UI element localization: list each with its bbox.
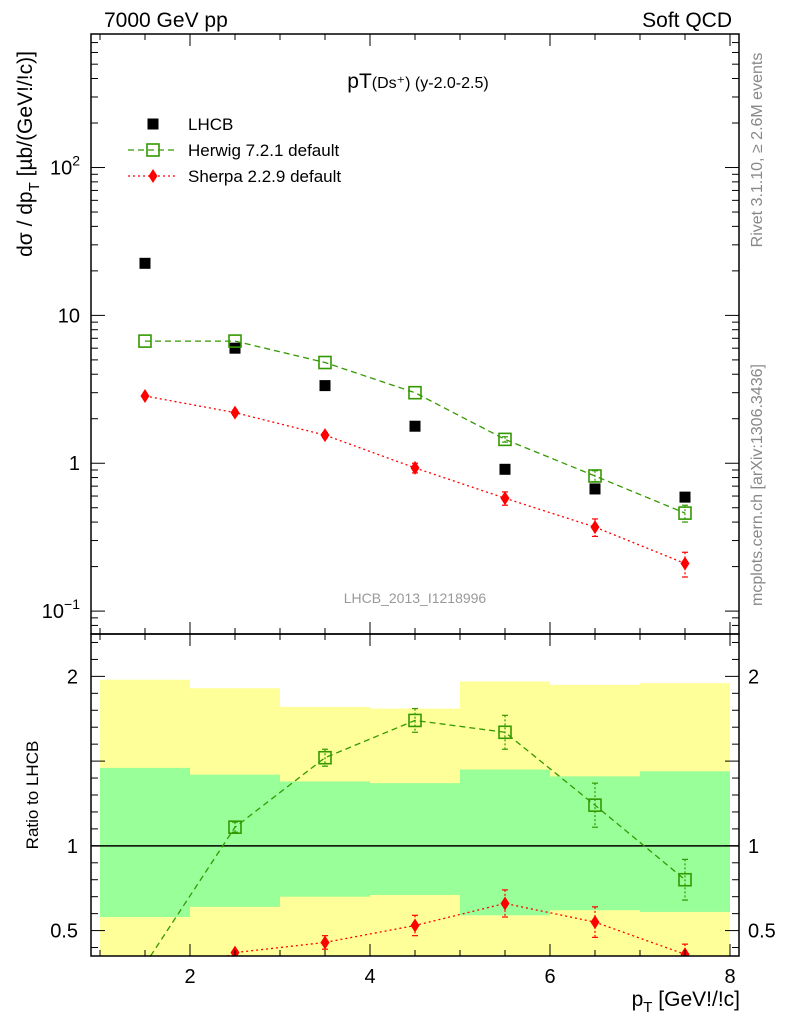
y-tick-label: 10	[58, 305, 80, 327]
main-lhcb-point	[229, 342, 241, 354]
main-herwig-7-2-1-default-point	[678, 506, 692, 520]
main-lhcb-point	[589, 483, 601, 495]
ratio-herwig-7-2-1-default-point	[318, 750, 332, 765]
header-right: Soft QCD	[642, 9, 732, 32]
main-sherpa-2-2-9-default-point	[680, 556, 690, 571]
main-lhcb-point	[319, 380, 331, 392]
ratio-herwig-7-2-1-default-point	[588, 798, 602, 812]
x-tick-label: 6	[544, 966, 555, 988]
main-lhcb-point	[139, 257, 151, 269]
ratio-sherpa-2-2-9-default-point	[141, 986, 150, 1000]
svg-text:mcplots.cern.ch [arXiv:1306.34: mcplots.cern.ch [arXiv:1306.3436]	[749, 364, 766, 606]
x-tick-label: 2	[184, 966, 195, 988]
main-herwig-7-2-1-default-point	[228, 334, 242, 348]
main-plot-area	[138, 257, 692, 578]
stat-uncertainty-band	[280, 781, 370, 897]
x-axis-label: pT [GeV!/!c]	[632, 988, 740, 1016]
y-tick-label-right: 0.5	[748, 921, 776, 943]
main-herwig-7-2-1-default-point	[498, 432, 512, 447]
legend-herwig-7-2-1-default-label: Herwig 7.2.1 default	[188, 141, 339, 160]
main-sherpa-2-2-9-default-point	[590, 520, 600, 535]
stat-uncertainty-band	[100, 767, 190, 918]
y-tick-label: 0.5	[50, 921, 78, 943]
main-herwig-7-2-1-default-point	[588, 469, 602, 483]
main-sherpa-2-2-9-default-point	[140, 388, 150, 403]
y-tick-label: 2	[67, 666, 78, 688]
x-tick-label: 4	[364, 966, 375, 988]
header-left: 7000 GeV pp	[104, 9, 228, 32]
main-sherpa-2-2-9-default-point	[320, 428, 330, 443]
main-axes: 10−1 1 10 102	[42, 33, 739, 635]
svg-text:dσ / dpT [µb/(GeV!/!c)]: dσ / dpT [µb/(GeV!/!c)]	[14, 51, 43, 257]
ratio-axes: 2 4 6 8 0.5 0.5 1 1 2 2	[50, 634, 776, 988]
analysis-watermark: LHCB_2013_I1218996	[344, 590, 487, 606]
stat-uncertainty-band	[370, 783, 460, 895]
legend: LHCB Herwig 7.2.1 default Sherpa 2.2.9 def…	[128, 115, 341, 186]
legend-sherpa-2-2-9-default-label: Sherpa 2.2.9 default	[188, 167, 341, 186]
main-herwig-7-2-1-default-point	[408, 385, 422, 400]
stat-uncertainty-band	[190, 774, 280, 907]
svg-text:Ratio to LHCB: Ratio to LHCB	[23, 741, 42, 850]
ratio-herwig-7-2-1-default-point	[228, 820, 242, 835]
plot-title: pT(Ds⁺) (y-2.0-2.5)	[347, 70, 488, 93]
ratio-herwig-7-2-1-default-point	[139, 958, 151, 970]
ratio-plot-area	[91, 679, 739, 1000]
rivet-label: Rivet 3.1.10, ≥ 2.6M events	[749, 53, 766, 248]
mcplots-label: mcplots.cern.ch [arXiv:1306.3436]	[749, 364, 766, 606]
ratio-herwig-7-2-1-default-point	[678, 872, 692, 887]
ratio-herwig-7-2-1-default-point	[408, 713, 422, 728]
legend-lhcb-label: LHCB	[188, 115, 233, 134]
main-lhcb-point	[499, 463, 511, 475]
ratio-herwig-7-2-1-default-point	[498, 725, 512, 740]
y-tick-label: 1	[67, 836, 78, 858]
x-tick-label: 8	[724, 966, 735, 988]
ratio-sherpa-2-2-9-default-point	[410, 918, 420, 933]
main-sherpa-2-2-9-default-point	[500, 491, 510, 506]
legend-herwig-7-2-1-default-marker	[146, 143, 160, 157]
y-tick-label-right: 2	[748, 666, 759, 688]
legend-sherpa-2-2-9-default-marker	[148, 169, 158, 183]
main-herwig-7-2-1-default-point	[318, 355, 332, 370]
ratio-y-axis-label: Ratio to LHCB	[23, 741, 42, 850]
y-tick-label: 102	[50, 153, 80, 180]
main-lhcb-point	[409, 420, 421, 432]
y-tick-label-right: 1	[748, 836, 759, 858]
ratio-sherpa-2-2-9-default-point	[500, 896, 510, 911]
main-sherpa-2-2-9-default-point	[230, 405, 240, 420]
stat-uncertainty-band	[460, 769, 550, 916]
legend-lhcb-marker	[147, 118, 159, 130]
y-tick-label: 10−1	[42, 596, 80, 623]
svg-text:Rivet 3.1.10, ≥ 2.6M events: Rivet 3.1.10, ≥ 2.6M events	[749, 53, 766, 248]
main-lhcb-point	[679, 491, 691, 503]
stat-uncertainty-band	[640, 771, 730, 912]
main-herwig-7-2-1-default-point	[138, 334, 152, 348]
ratio-sherpa-2-2-9-default-point	[590, 915, 600, 930]
main-y-axis-label: dσ / dpT [µb/(GeV!/!c)]	[14, 51, 43, 257]
y-tick-label: 1	[69, 453, 80, 475]
ratio-sherpa-2-2-9-default-point	[320, 935, 330, 950]
main-sherpa-2-2-9-default-point	[410, 460, 420, 475]
